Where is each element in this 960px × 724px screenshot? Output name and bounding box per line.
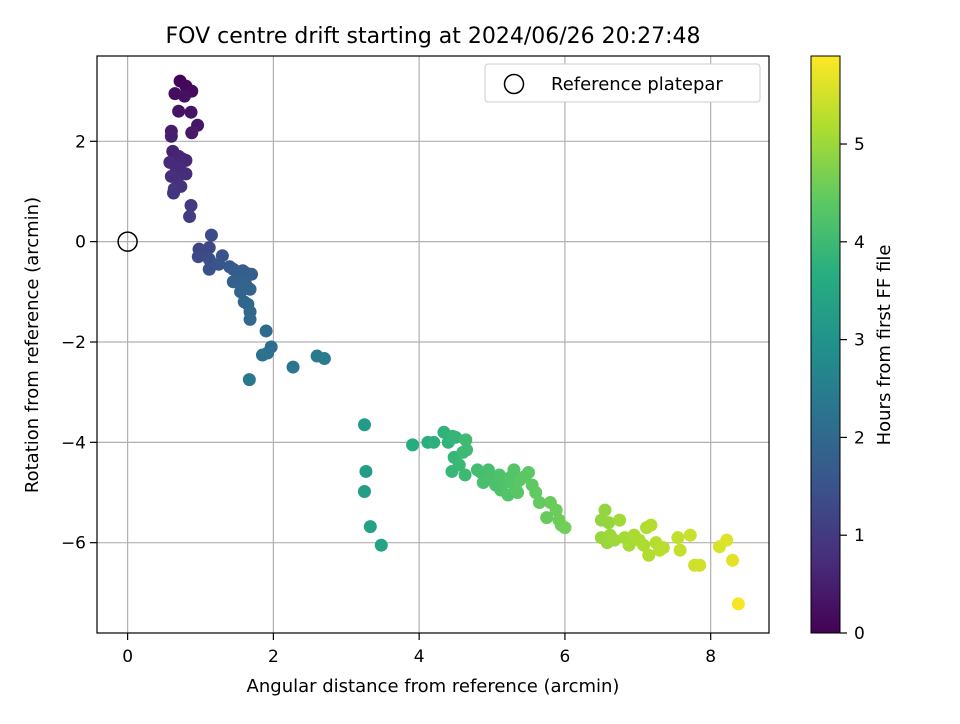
data-point [671, 531, 685, 545]
colorbar-tick-label: 0 [854, 624, 865, 644]
y-axis-label: Rotation from reference (arcmin) [22, 197, 43, 493]
data-point [598, 503, 612, 517]
data-point [607, 533, 621, 547]
data-point [693, 558, 707, 572]
data-point [521, 465, 535, 479]
data-point [183, 210, 197, 224]
y-tick-label: −2 [61, 333, 86, 353]
data-point [406, 438, 420, 452]
data-point [185, 126, 199, 140]
data-point [317, 352, 331, 366]
data-point [184, 105, 198, 119]
x-tick-label: 2 [268, 647, 279, 667]
y-tick-label: 2 [75, 132, 86, 152]
colorbar-tick-label: 1 [854, 526, 865, 546]
y-tick-label: −4 [61, 433, 86, 453]
x-tick-label: 6 [560, 647, 571, 667]
colorbar-tick-label: 3 [854, 331, 865, 351]
x-tick-label: 8 [705, 647, 716, 667]
plot-frame [96, 55, 770, 634]
data-point [245, 267, 259, 281]
y-tick-label: 0 [75, 233, 86, 253]
data-point [683, 528, 697, 542]
legend-marker-icon [503, 73, 525, 95]
data-point [642, 548, 656, 562]
data-point [532, 496, 546, 510]
data-points [163, 74, 745, 611]
chart-title: FOV centre drift starting at 2024/06/26 … [166, 24, 701, 49]
data-point [184, 199, 198, 213]
data-point [234, 285, 248, 299]
data-point [460, 443, 474, 457]
data-point [656, 541, 670, 555]
y-tick-label: −6 [61, 534, 86, 554]
data-point [529, 486, 543, 500]
legend-box [484, 63, 761, 103]
data-point [507, 463, 521, 477]
data-point [720, 533, 734, 547]
colorbar-tick-label: 5 [854, 135, 865, 155]
data-point [731, 597, 745, 611]
data-point [243, 312, 257, 326]
data-point [204, 228, 218, 242]
data-point [374, 538, 388, 552]
legend-label: Reference platepar [551, 74, 723, 95]
data-point [191, 250, 205, 264]
data-point [286, 360, 300, 374]
colorbar-ticks: 0 1 2 3 4 5 [840, 135, 865, 644]
data-point [259, 324, 273, 338]
data-point [459, 433, 473, 447]
x-tick-label: 4 [414, 647, 425, 667]
data-point [363, 520, 377, 534]
data-point [549, 503, 563, 517]
colorbar-label: Hours from first FF file [874, 245, 895, 446]
data-point [167, 186, 181, 200]
data-point [613, 513, 627, 527]
data-point [177, 89, 191, 103]
x-axis-ticks: 0 2 4 6 8 [122, 633, 716, 667]
legend: Reference platepar [484, 63, 761, 103]
data-point [449, 430, 463, 444]
data-point [359, 464, 373, 478]
data-point [452, 458, 466, 472]
data-point [644, 518, 658, 532]
data-point [357, 418, 371, 432]
grid [97, 56, 769, 633]
reference-platepar-marker [117, 231, 138, 252]
colorbar-tick-label: 4 [854, 233, 865, 253]
data-point [255, 348, 269, 362]
data-point [726, 553, 740, 567]
data-point [172, 104, 186, 118]
data-point [164, 129, 178, 143]
data-point [540, 511, 554, 525]
x-axis-label: Angular distance from reference (arcmin) [247, 676, 620, 697]
x-tick-label: 0 [122, 647, 133, 667]
data-point [637, 538, 651, 552]
data-point [357, 485, 371, 499]
data-point [558, 521, 572, 535]
data-point [511, 486, 525, 500]
data-point [242, 373, 256, 387]
data-point [602, 516, 616, 530]
colorbar-tick-label: 2 [854, 428, 865, 448]
data-point [458, 468, 472, 482]
data-point [673, 543, 687, 557]
data-point [202, 241, 216, 255]
data-point [212, 257, 226, 271]
data-point [427, 435, 441, 449]
data-point [622, 538, 636, 552]
y-axis-ticks: −6 −4 −2 0 2 [61, 132, 97, 554]
colorbar [810, 55, 841, 634]
